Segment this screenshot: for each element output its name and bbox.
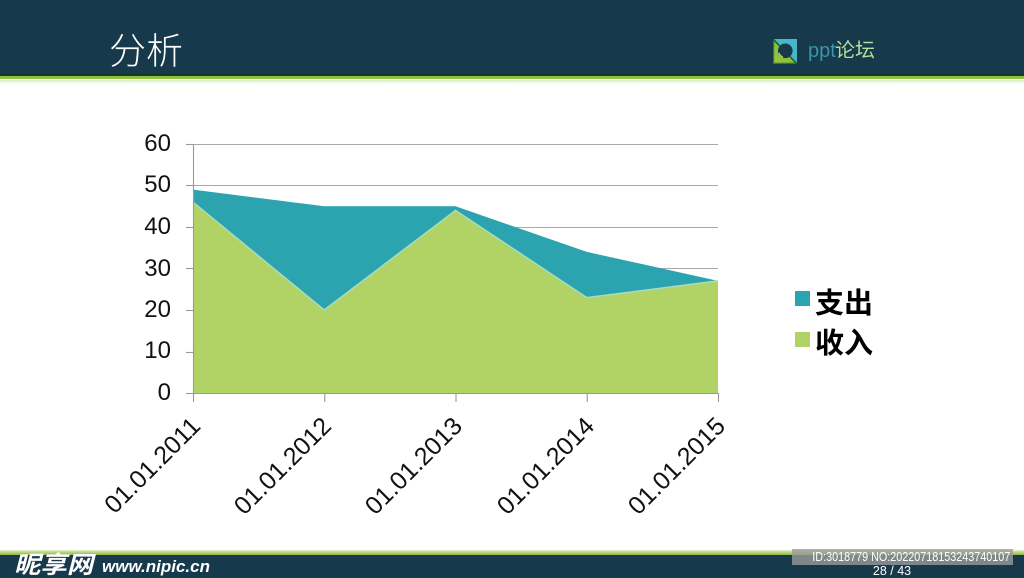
svg-text:ppt: ppt [808, 40, 836, 62]
svg-text:www.nipic.cn: www.nipic.cn [102, 557, 210, 576]
